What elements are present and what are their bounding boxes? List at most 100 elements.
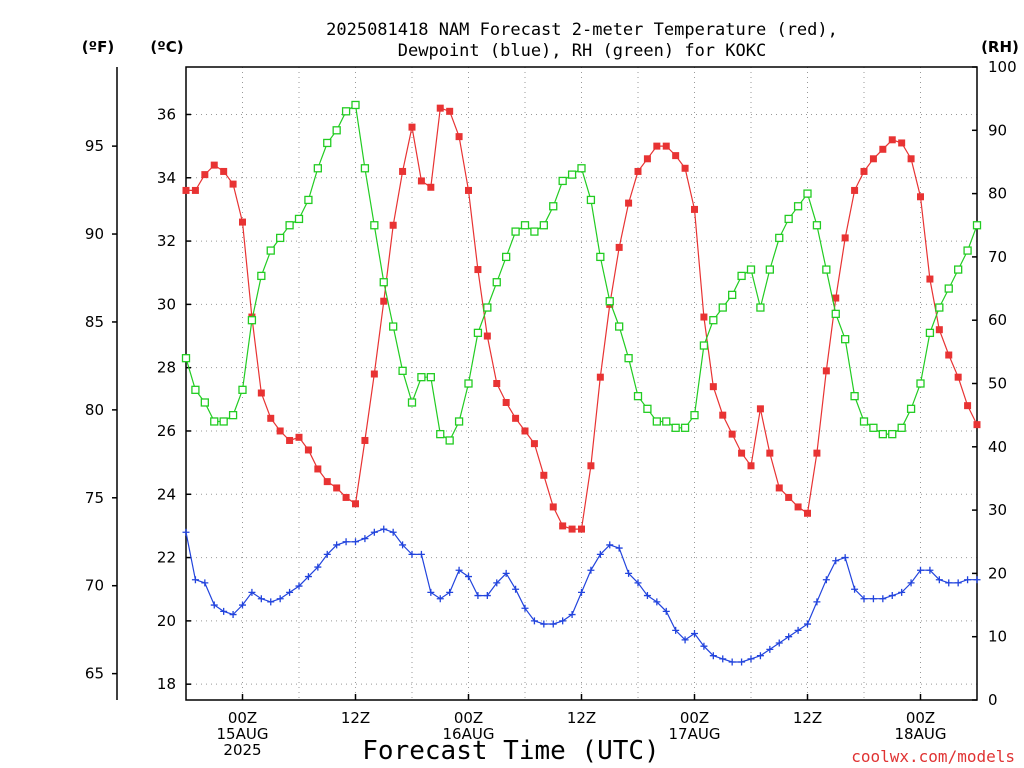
temperature-point (314, 465, 322, 473)
temperature-point (907, 155, 915, 163)
rh-unit-label: (RH) (981, 38, 1019, 56)
fahrenheit-tick-label: 80 (85, 401, 104, 419)
dewpoint-point (380, 525, 388, 533)
dewpoint-point (606, 541, 614, 549)
dewpoint-point (945, 579, 953, 587)
dewpoint-point (738, 658, 746, 666)
rh-point (473, 328, 483, 338)
dewpoint-point (493, 579, 501, 587)
dewpoint-point (615, 544, 623, 552)
dewpoint-point (417, 550, 425, 558)
dewpoint-point (295, 582, 303, 590)
dewpoint-point (954, 579, 962, 587)
x-tick-label: 15AUG (217, 725, 269, 743)
dewpoint-point (691, 630, 698, 638)
temperature-point (342, 493, 350, 501)
temperature-point (389, 221, 397, 229)
rh-point (304, 195, 313, 205)
celsius-tick-label: 22 (157, 549, 176, 567)
temperature-point (804, 509, 811, 517)
chart-title-line1: 2025081418 NAM Forecast 2-meter Temperat… (326, 20, 838, 40)
rh-point (426, 373, 435, 382)
temperature-point (559, 522, 567, 530)
temperature-point (191, 186, 199, 194)
temperature-point (973, 421, 981, 429)
dewpoint-point (483, 592, 491, 600)
celsius-tick-label: 34 (157, 169, 176, 187)
x-tick-label: 00Z (906, 709, 935, 727)
rh-point (963, 246, 972, 255)
temperature-point (869, 155, 877, 163)
dewpoint-point (201, 579, 209, 587)
fahrenheit-unit-label: (ºF) (82, 38, 114, 56)
temperature-point (851, 186, 859, 194)
dewpoint-point (352, 538, 359, 546)
temperature-point (653, 142, 661, 150)
x-axis-label: Forecast Time (UTC) (362, 736, 659, 766)
dewpoint-point (766, 645, 774, 653)
dewpoint-point (625, 569, 633, 577)
rh-tick-label: 50 (988, 375, 1007, 393)
dewpoint-point (634, 579, 642, 587)
temperature-point (239, 218, 246, 226)
rh-point (228, 410, 238, 420)
rh-point (341, 107, 351, 116)
rh-point (972, 221, 982, 230)
rh-point (379, 278, 388, 287)
dewpoint-point (568, 611, 576, 619)
temperature-point (229, 180, 237, 188)
temperature-point (596, 373, 604, 381)
temperature-point (964, 402, 972, 410)
celsius-tick-label: 32 (157, 232, 176, 250)
celsius-tick-label: 28 (157, 359, 176, 377)
rh-point (831, 309, 840, 319)
dewpoint-point (502, 569, 510, 577)
dewpoint-point (512, 585, 520, 593)
rh-point (191, 385, 200, 394)
rh-point (916, 379, 925, 388)
dewpoint-point (907, 579, 915, 587)
rh-point (586, 195, 596, 205)
rh-tick-label: 70 (988, 248, 1007, 266)
temperature-point (455, 133, 463, 141)
rh-point (313, 164, 322, 173)
rh-point (370, 221, 379, 230)
dewpoint-point (286, 588, 294, 596)
temperature-point (832, 294, 840, 302)
rh-point (878, 429, 887, 439)
rh-point (671, 423, 680, 432)
dewpoint-point (220, 607, 228, 615)
dewpoint-point (935, 576, 943, 584)
fahrenheit-tick-label: 65 (85, 665, 104, 683)
temperature-point (756, 405, 764, 413)
rh-point (454, 417, 464, 426)
temperature-point (502, 398, 510, 406)
temperature-point (361, 436, 369, 444)
temperature-point (917, 193, 924, 201)
dewpoint-point (822, 576, 830, 584)
rh-point (662, 417, 671, 426)
dewpoint-point (756, 652, 764, 660)
temperature-point (578, 525, 585, 533)
dewpoint-point (474, 592, 482, 600)
rh-point (746, 265, 756, 274)
celsius-unit-label: (ºC) (150, 38, 183, 56)
rh-point (944, 284, 953, 293)
dewpoint-point (257, 595, 265, 603)
rh-point (812, 221, 822, 230)
dewpoint-point (898, 588, 906, 596)
data-series (181, 100, 982, 666)
dewpoint-point (455, 566, 463, 574)
temperature-point (512, 414, 520, 422)
dewpoint-point (860, 595, 868, 603)
temperature-point (860, 167, 868, 175)
temperature-point (634, 167, 642, 175)
temperature-point (954, 373, 962, 381)
rh-point (266, 246, 275, 255)
x-tick-label: 00Z (680, 709, 709, 727)
temperature-point (775, 484, 783, 492)
dewpoint-point (662, 607, 670, 615)
dewpoint-point (239, 601, 246, 609)
x-tick-label: 17AUG (669, 725, 721, 743)
